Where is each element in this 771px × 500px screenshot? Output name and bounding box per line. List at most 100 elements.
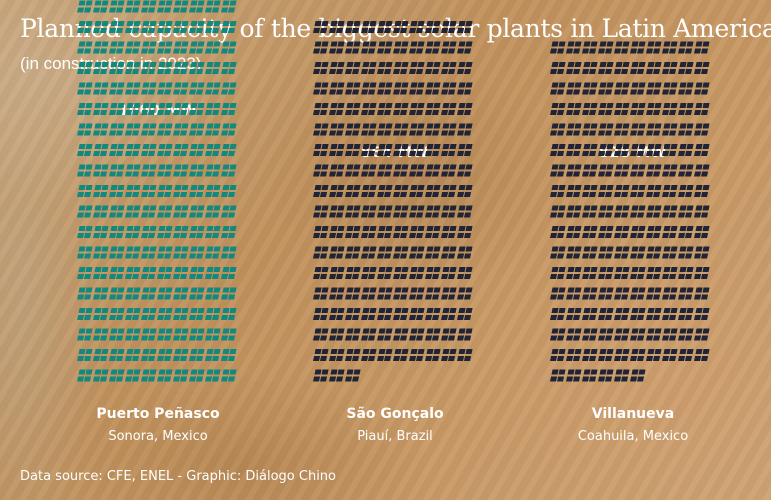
solar-panel-icon [694,41,710,54]
solar-panel-icon [550,123,566,136]
solar-panel-icon [77,41,93,54]
solar-panel-icon [550,246,566,259]
solar-panel-icon [566,164,582,177]
solar-panel-icon [205,369,221,382]
solar-panel-icon [141,103,157,115]
plant-location-puerto-penasco: Sonora, Mexico [108,429,208,444]
solar-panel-icon [329,328,345,341]
solar-panel-icon [173,287,189,300]
solar-panel-icon [393,21,409,33]
solar-panel-icon [313,226,329,238]
solar-panel-icon [441,205,457,218]
solar-panel-icon [205,226,221,238]
solar-panel-icon [598,328,614,341]
solar-panel-icon [441,164,457,177]
solar-panel-icon [329,41,345,54]
solar-panel-icon [345,349,361,361]
solar-panel-icon [377,62,393,74]
solar-panel-icon [598,246,614,259]
solar-panel-icon [425,21,441,33]
solar-panel-icon [329,103,345,115]
solar-panel-icon [630,267,646,279]
solar-panel-icon [77,21,93,33]
solar-panel-icon [173,328,189,341]
solar-panel-icon [630,205,646,218]
solar-panel-icon [678,185,694,197]
solar-panel-icon [313,308,329,320]
solar-panel-icon [662,246,678,259]
solar-panel-icon [409,308,425,320]
solar-panel-icon [614,41,630,54]
solar-panel-icon [377,246,393,259]
solar-panel-icon [313,328,329,341]
solar-panel-icon [221,205,237,218]
solar-panel-icon [457,21,473,33]
solar-panel-icon [77,267,93,279]
solar-panel-icon [630,82,646,95]
solar-panel-icon [313,349,329,361]
solar-panel-icon [678,164,694,177]
solar-panel-icon [598,82,614,95]
solar-panel-icon [345,308,361,320]
solar-panel-icon [173,103,189,115]
panel-grid-puerto-penasco [77,0,237,382]
solar-panel-icon [582,287,598,300]
solar-panel-icon [377,103,393,115]
solar-panel-icon [377,287,393,300]
solar-panel-icon [221,0,237,13]
solar-panel-icon [614,144,630,156]
solar-panel-icon [345,226,361,238]
solar-panel-icon [441,62,457,74]
solar-panel-icon [614,369,630,382]
solar-panel-icon [393,328,409,341]
solar-panel-icon [157,21,173,33]
solar-panel-icon [550,349,566,361]
solar-panel-icon [157,0,173,13]
solar-panel-icon [361,185,377,197]
solar-panel-icon [646,82,662,95]
solar-panel-icon [457,226,473,238]
solar-panel-icon [125,226,141,238]
solar-panel-icon [141,328,157,341]
solar-panel-icon [457,205,473,218]
solar-panel-icon [221,164,237,177]
solar-panel-icon [441,267,457,279]
solar-panel-icon [189,226,205,238]
solar-panel-icon [582,246,598,259]
solar-panel-icon [313,267,329,279]
solar-panel-icon [125,267,141,279]
solar-panel-icon [329,21,345,33]
solar-panel-icon [109,41,125,54]
solar-panel-icon [582,369,598,382]
solar-panel-icon [361,226,377,238]
solar-panel-icon [157,349,173,361]
solar-panel-icon [109,0,125,13]
solar-panel-icon [550,226,566,238]
solar-panel-icon [141,308,157,320]
solar-panel-icon [345,185,361,197]
solar-panel-icon [566,267,582,279]
solar-panel-icon [393,349,409,361]
solar-panel-icon [205,205,221,218]
solar-panel-icon [361,164,377,177]
solar-panel-icon [550,144,566,156]
solar-panel-icon [425,164,441,177]
solar-panel-icon [157,41,173,54]
solar-panel-icon [630,185,646,197]
solar-panel-icon [157,328,173,341]
solar-panel-icon [125,185,141,197]
solar-panel-icon [189,164,205,177]
solar-panel-icon [582,41,598,54]
solar-panel-icon [329,185,345,197]
solar-panel-icon [694,226,710,238]
solar-panel-icon [694,82,710,95]
solar-panel-icon [566,103,582,115]
solar-panel-icon [189,246,205,259]
solar-panel-icon [125,349,141,361]
solar-panel-icon [441,287,457,300]
solar-panel-icon [361,123,377,136]
solar-panel-icon [345,123,361,136]
solar-panel-icon [93,246,109,259]
solar-panel-icon [361,103,377,115]
solar-panel-icon [189,369,205,382]
